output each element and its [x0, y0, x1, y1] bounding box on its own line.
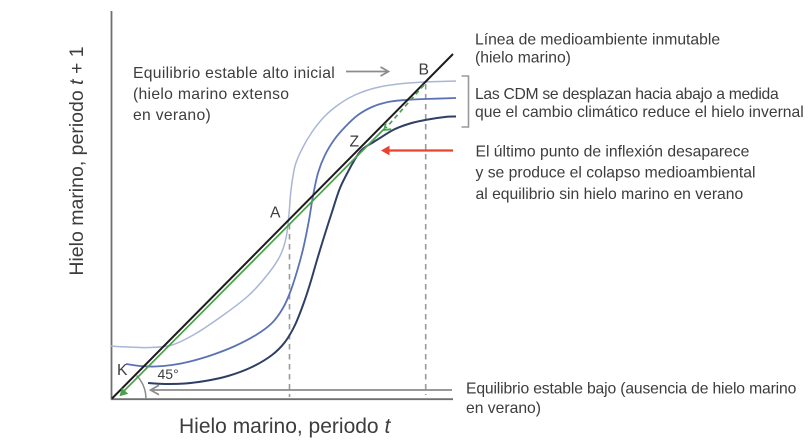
svg-text:Hielo marino, periodo t: Hielo marino, periodo t: [179, 415, 391, 438]
svg-text:en verano): en verano): [133, 107, 211, 124]
svg-text:El último punto de inflexión d: El último punto de inflexión desaparece: [476, 144, 750, 161]
svg-text:Línea de medioambiente inmutab: Línea de medioambiente inmutable: [475, 32, 720, 49]
svg-text:Las CDM se desplazan hacia aba: Las CDM se desplazan hacia abajo a medid…: [475, 86, 779, 103]
svg-text:A: A: [270, 205, 281, 222]
svg-text:Equilibrio estable alto inicia: Equilibrio estable alto inicial: [133, 65, 335, 82]
svg-text:al equilibrio sin hielo marino: al equilibrio sin hielo marino en verano: [476, 186, 744, 203]
svg-text:Hielo marino, periodo t + 1: Hielo marino, periodo t + 1: [66, 46, 88, 275]
svg-text:Equilibrio estable bajo (ausen: Equilibrio estable bajo (ausencia de hie…: [466, 381, 797, 398]
svg-text:K: K: [117, 362, 128, 379]
svg-text:que el cambio climático reduce: que el cambio climático reduce el hielo …: [475, 104, 804, 121]
svg-text:en verano): en verano): [466, 400, 541, 417]
svg-text:(hielo marino): (hielo marino): [475, 50, 571, 67]
svg-text:B: B: [419, 62, 429, 79]
svg-text:45°: 45°: [158, 366, 179, 382]
svg-text:y se produce el colapso medioa: y se produce el colapso medioambiental: [476, 165, 756, 182]
svg-text:(hielo marino extenso: (hielo marino extenso: [133, 86, 289, 103]
svg-text:Z: Z: [350, 134, 360, 151]
